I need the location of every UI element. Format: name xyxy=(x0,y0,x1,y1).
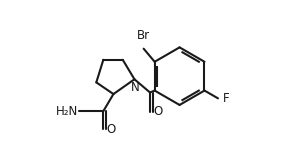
Text: F: F xyxy=(223,92,229,105)
Text: Br: Br xyxy=(137,29,150,42)
Text: O: O xyxy=(153,106,163,118)
Text: H₂N: H₂N xyxy=(55,105,78,118)
Text: O: O xyxy=(107,123,116,136)
Text: N: N xyxy=(131,81,140,94)
